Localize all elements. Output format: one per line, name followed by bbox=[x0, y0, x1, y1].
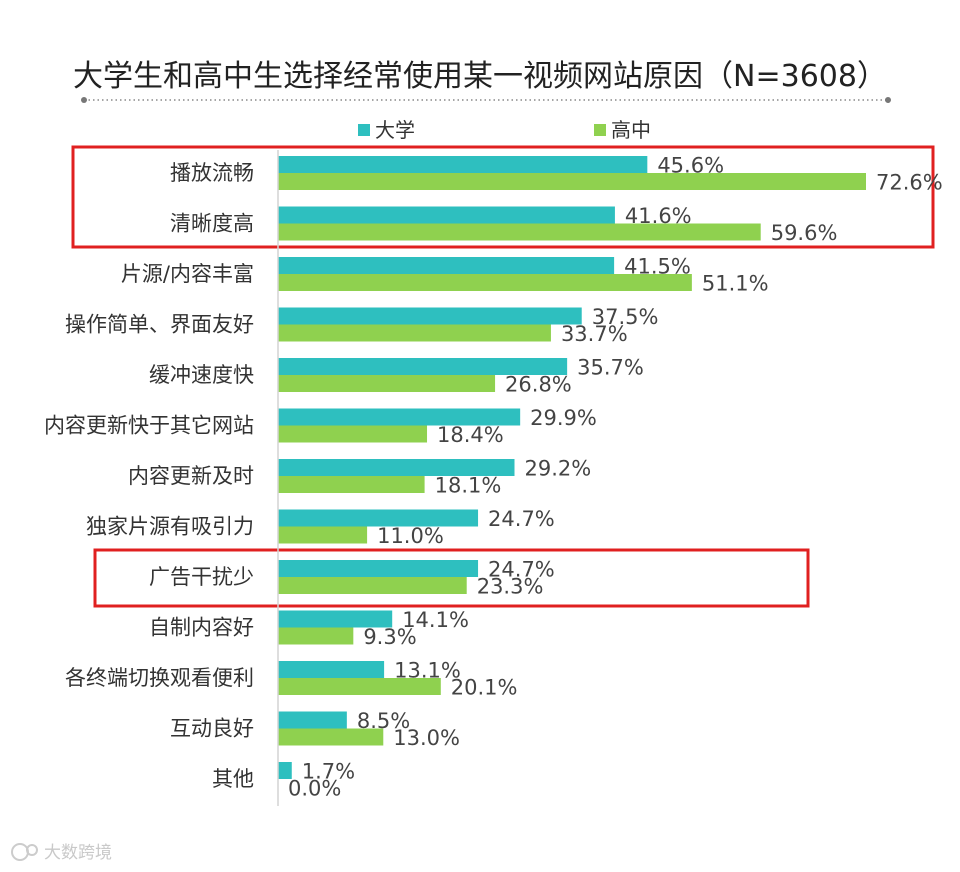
value-label-university-3: 37.5% bbox=[592, 305, 659, 329]
value-label-highschool-9: 9.3% bbox=[363, 625, 416, 649]
bar-highschool-5 bbox=[278, 425, 428, 443]
watermark-logo-icon-small bbox=[26, 844, 38, 856]
value-label-highschool-12: 0.0% bbox=[288, 777, 341, 801]
value-label-highschool-0: 72.6% bbox=[876, 171, 943, 195]
legend-swatch-highschool bbox=[594, 124, 606, 136]
bar-university-1 bbox=[278, 206, 615, 224]
legend: 大学 高中 bbox=[358, 118, 651, 142]
bar-highschool-8 bbox=[278, 577, 467, 594]
bar-highschool-11 bbox=[278, 728, 384, 746]
value-label-university-7: 24.7% bbox=[488, 507, 555, 531]
title-underline-dot-left bbox=[81, 97, 87, 103]
bar-highschool-6 bbox=[278, 476, 425, 493]
bar-highschool-4 bbox=[278, 375, 496, 392]
bar-university-5 bbox=[278, 408, 521, 426]
value-label-highschool-1: 59.6% bbox=[771, 221, 838, 245]
value-label-university-6: 29.2% bbox=[524, 457, 591, 481]
bar-highschool-10 bbox=[278, 678, 441, 695]
title-underline-dot-right bbox=[885, 97, 891, 103]
bar-highschool-3 bbox=[278, 324, 551, 342]
title-underline bbox=[81, 97, 891, 103]
bars-group bbox=[278, 156, 866, 779]
bar-highschool-2 bbox=[278, 274, 692, 291]
category-label-6: 内容更新及时 bbox=[128, 464, 254, 488]
value-label-highschool-4: 26.8% bbox=[505, 373, 572, 397]
bar-university-3 bbox=[278, 307, 582, 325]
bar-university-2 bbox=[278, 257, 615, 274]
value-label-highschool-5: 18.4% bbox=[437, 423, 504, 447]
category-label-2: 片源/内容丰富 bbox=[121, 262, 254, 286]
bar-highschool-1 bbox=[278, 223, 761, 241]
category-label-8: 广告干扰少 bbox=[149, 565, 254, 589]
value-label-university-8: 24.7% bbox=[488, 558, 555, 582]
bar-university-8 bbox=[278, 560, 479, 577]
bar-university-11 bbox=[278, 711, 347, 729]
bar-highschool-0 bbox=[278, 173, 866, 190]
value-label-university-11: 8.5% bbox=[357, 709, 410, 733]
bar-highschool-9 bbox=[278, 627, 354, 645]
category-label-7: 独家片源有吸引力 bbox=[86, 515, 254, 539]
bar-university-6 bbox=[278, 459, 515, 476]
value-label-university-12: 1.7% bbox=[302, 760, 355, 784]
category-label-4: 缓冲速度快 bbox=[149, 363, 254, 387]
watermark-logo-icon bbox=[11, 843, 29, 861]
category-label-11: 互动良好 bbox=[170, 717, 254, 741]
value-label-university-9: 14.1% bbox=[402, 608, 469, 632]
value-label-highschool-3: 33.7% bbox=[561, 322, 628, 346]
watermark-text: 大数跨境 bbox=[44, 843, 112, 863]
value-label-university-5: 29.9% bbox=[530, 406, 597, 430]
value-labels: 45.6% 72.6% 41.6% 59.6% 41.5% 51.1% 37.5%33.7%… bbox=[288, 154, 943, 801]
value-label-university-4: 35.7% bbox=[577, 356, 644, 380]
value-label-highschool-7: 11.0% bbox=[377, 524, 444, 548]
category-labels: 播放流畅清晰度高片源/内容丰富操作简单、界面友好缓冲速度快内容更新快于其它网站内… bbox=[44, 161, 254, 791]
value-label-highschool-11: 13.0% bbox=[393, 726, 460, 750]
value-label-highschool-2: 51.1% bbox=[702, 272, 769, 296]
legend-label-highschool: 高中 bbox=[611, 118, 651, 142]
bar-university-4 bbox=[278, 358, 568, 375]
bar-university-0 bbox=[278, 156, 648, 173]
legend-label-university: 大学 bbox=[375, 118, 415, 142]
value-label-highschool-6: 18.1% bbox=[435, 474, 502, 498]
highlight-boxes bbox=[71, 145, 935, 608]
chart-title: 大学生和高中生选择经常使用某一视频网站原因（N=3608） bbox=[73, 59, 887, 94]
bar-university-9 bbox=[278, 610, 393, 628]
category-label-12: 其他 bbox=[212, 767, 254, 791]
watermark: 大数跨境 bbox=[11, 843, 112, 863]
bar-university-12 bbox=[278, 762, 292, 779]
category-label-1: 清晰度高 bbox=[170, 212, 254, 236]
bar-university-7 bbox=[278, 509, 479, 527]
category-label-5: 内容更新快于其它网站 bbox=[44, 414, 254, 438]
highlight-box-0 bbox=[71, 145, 935, 249]
value-label-university-0: 45.6% bbox=[657, 154, 724, 178]
value-label-highschool-10: 20.1% bbox=[451, 676, 518, 700]
legend-swatch-university bbox=[358, 124, 370, 136]
category-label-0: 播放流畅 bbox=[170, 161, 254, 185]
category-label-9: 自制内容好 bbox=[149, 616, 254, 640]
highlight-box-1 bbox=[93, 548, 810, 608]
value-label-university-2: 41.5% bbox=[624, 255, 691, 279]
category-label-10: 各终端切换观看便利 bbox=[65, 666, 254, 690]
bar-university-10 bbox=[278, 661, 385, 678]
value-label-university-10: 13.1% bbox=[394, 659, 461, 683]
value-label-highschool-8: 23.3% bbox=[477, 575, 544, 599]
category-label-3: 操作简单、界面友好 bbox=[65, 313, 254, 337]
value-label-university-1: 41.6% bbox=[625, 204, 692, 228]
bar-highschool-7 bbox=[278, 526, 368, 544]
